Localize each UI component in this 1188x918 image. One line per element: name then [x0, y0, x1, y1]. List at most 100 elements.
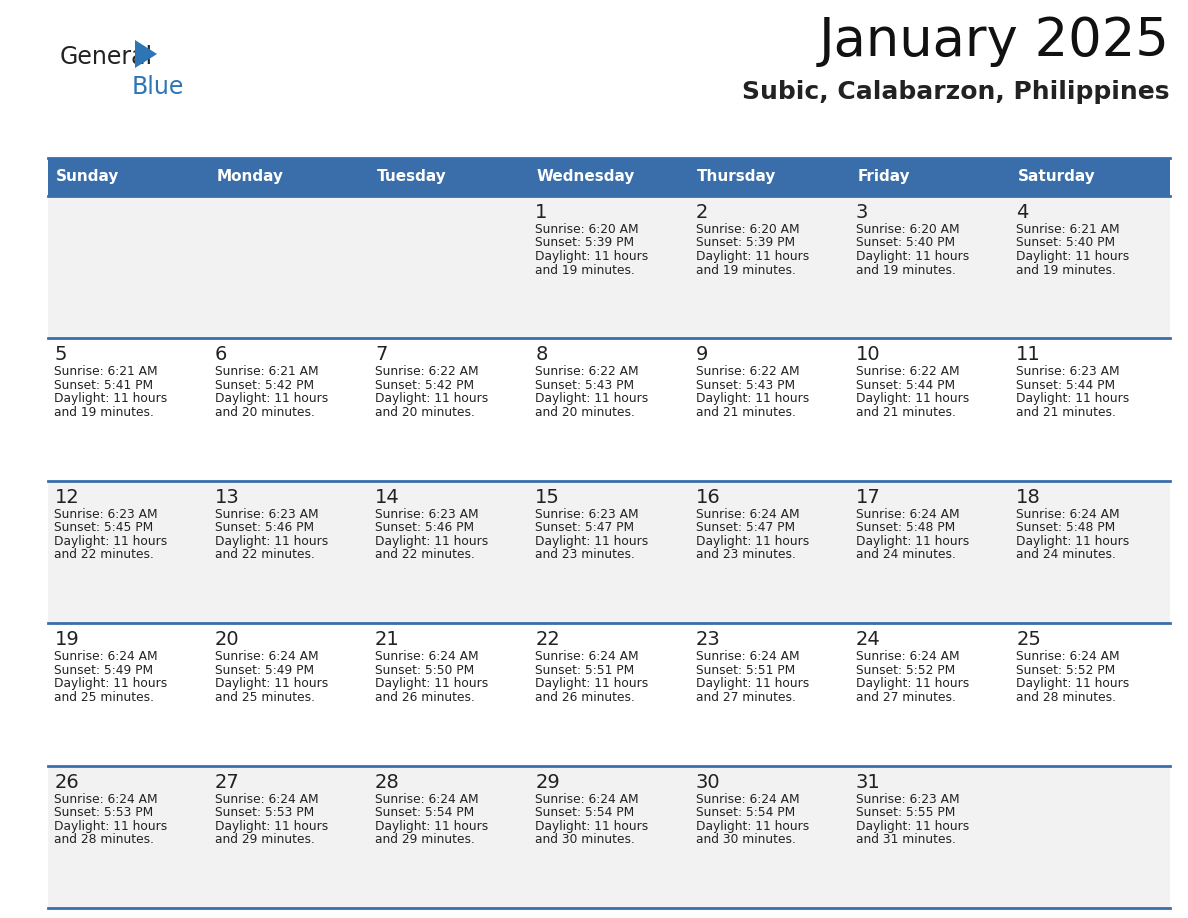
Text: Sunrise: 6:24 AM: Sunrise: 6:24 AM [1016, 508, 1120, 521]
Text: and 21 minutes.: and 21 minutes. [1016, 406, 1116, 419]
Text: and 28 minutes.: and 28 minutes. [1016, 690, 1116, 704]
Text: and 21 minutes.: and 21 minutes. [855, 406, 955, 419]
Text: Sunset: 5:49 PM: Sunset: 5:49 PM [215, 664, 314, 677]
Bar [208, 158, 368, 196]
Text: Sunrise: 6:24 AM: Sunrise: 6:24 AM [695, 508, 800, 521]
Text: 23: 23 [695, 630, 720, 649]
Text: Sunrise: 6:23 AM: Sunrise: 6:23 AM [855, 792, 960, 806]
Text: Daylight: 11 hours: Daylight: 11 hours [375, 535, 488, 548]
Text: Sunset: 5:47 PM: Sunset: 5:47 PM [536, 521, 634, 534]
Text: Sunset: 5:54 PM: Sunset: 5:54 PM [536, 806, 634, 819]
Text: and 19 minutes.: and 19 minutes. [855, 263, 955, 276]
Text: Saturday: Saturday [1018, 170, 1095, 185]
Text: and 25 minutes.: and 25 minutes. [55, 690, 154, 704]
Text: Sunrise: 6:24 AM: Sunrise: 6:24 AM [536, 792, 639, 806]
Text: Sunrise: 6:24 AM: Sunrise: 6:24 AM [375, 650, 479, 663]
Text: Sunrise: 6:22 AM: Sunrise: 6:22 AM [695, 365, 800, 378]
Text: Sunset: 5:48 PM: Sunset: 5:48 PM [855, 521, 955, 534]
Text: and 29 minutes.: and 29 minutes. [215, 834, 315, 846]
Text: Sunset: 5:50 PM: Sunset: 5:50 PM [375, 664, 474, 677]
Text: Daylight: 11 hours: Daylight: 11 hours [855, 535, 969, 548]
Text: Sunrise: 6:21 AM: Sunrise: 6:21 AM [215, 365, 318, 378]
Bar [689, 339, 849, 481]
Text: and 28 minutes.: and 28 minutes. [55, 834, 154, 846]
Text: 18: 18 [1016, 487, 1041, 507]
Text: Sunset: 5:47 PM: Sunset: 5:47 PM [695, 521, 795, 534]
Text: 20: 20 [215, 630, 239, 649]
Text: 11: 11 [1016, 345, 1041, 364]
Text: Sunrise: 6:24 AM: Sunrise: 6:24 AM [55, 650, 158, 663]
Text: Daylight: 11 hours: Daylight: 11 hours [855, 250, 969, 263]
Text: Daylight: 11 hours: Daylight: 11 hours [536, 677, 649, 690]
Bar [689, 623, 849, 766]
Bar [1010, 158, 1170, 196]
Text: and 22 minutes.: and 22 minutes. [215, 548, 315, 561]
Text: Sunrise: 6:24 AM: Sunrise: 6:24 AM [536, 650, 639, 663]
Text: and 27 minutes.: and 27 minutes. [695, 690, 796, 704]
Bar [529, 158, 689, 196]
Bar [48, 481, 208, 623]
Text: and 19 minutes.: and 19 minutes. [1016, 263, 1116, 276]
Text: and 19 minutes.: and 19 minutes. [695, 263, 796, 276]
Text: Sunrise: 6:23 AM: Sunrise: 6:23 AM [1016, 365, 1120, 378]
Text: Subic, Calabarzon, Philippines: Subic, Calabarzon, Philippines [742, 80, 1170, 104]
Text: 3: 3 [855, 203, 868, 222]
Bar [849, 766, 1010, 908]
Bar [849, 623, 1010, 766]
Text: Daylight: 11 hours: Daylight: 11 hours [1016, 392, 1130, 406]
Bar [1010, 623, 1170, 766]
Text: and 25 minutes.: and 25 minutes. [215, 690, 315, 704]
Text: 4: 4 [1016, 203, 1029, 222]
Bar [368, 158, 529, 196]
Text: Sunrise: 6:20 AM: Sunrise: 6:20 AM [536, 223, 639, 236]
Text: and 21 minutes.: and 21 minutes. [695, 406, 796, 419]
Text: 14: 14 [375, 487, 399, 507]
Text: 5: 5 [55, 345, 67, 364]
Text: Sunday: Sunday [56, 170, 119, 185]
Bar [48, 196, 208, 339]
Text: Sunset: 5:42 PM: Sunset: 5:42 PM [215, 379, 314, 392]
Text: and 26 minutes.: and 26 minutes. [536, 690, 636, 704]
Text: 27: 27 [215, 773, 240, 791]
Text: Sunrise: 6:23 AM: Sunrise: 6:23 AM [375, 508, 479, 521]
Text: Daylight: 11 hours: Daylight: 11 hours [536, 535, 649, 548]
Text: Daylight: 11 hours: Daylight: 11 hours [695, 677, 809, 690]
Text: 26: 26 [55, 773, 80, 791]
Text: Sunset: 5:48 PM: Sunset: 5:48 PM [1016, 521, 1116, 534]
Text: Sunrise: 6:20 AM: Sunrise: 6:20 AM [855, 223, 960, 236]
Text: 21: 21 [375, 630, 399, 649]
Bar [48, 766, 208, 908]
Bar [529, 339, 689, 481]
Bar [1010, 766, 1170, 908]
Text: Daylight: 11 hours: Daylight: 11 hours [1016, 535, 1130, 548]
Bar [48, 339, 208, 481]
Text: 19: 19 [55, 630, 80, 649]
Text: Sunrise: 6:23 AM: Sunrise: 6:23 AM [215, 508, 318, 521]
Text: Sunrise: 6:24 AM: Sunrise: 6:24 AM [375, 792, 479, 806]
Text: Wednesday: Wednesday [537, 170, 636, 185]
Text: Sunrise: 6:24 AM: Sunrise: 6:24 AM [855, 508, 960, 521]
Text: Tuesday: Tuesday [377, 170, 447, 185]
Text: Sunset: 5:42 PM: Sunset: 5:42 PM [375, 379, 474, 392]
Text: Thursday: Thursday [697, 170, 777, 185]
Text: and 22 minutes.: and 22 minutes. [55, 548, 154, 561]
Text: Sunrise: 6:24 AM: Sunrise: 6:24 AM [1016, 650, 1120, 663]
Bar [208, 481, 368, 623]
Text: 22: 22 [536, 630, 560, 649]
Text: 1: 1 [536, 203, 548, 222]
Text: Daylight: 11 hours: Daylight: 11 hours [536, 392, 649, 406]
Text: Daylight: 11 hours: Daylight: 11 hours [215, 677, 328, 690]
Text: and 20 minutes.: and 20 minutes. [215, 406, 315, 419]
Text: Sunset: 5:55 PM: Sunset: 5:55 PM [855, 806, 955, 819]
Polygon shape [135, 40, 157, 68]
Text: and 23 minutes.: and 23 minutes. [695, 548, 796, 561]
Bar [48, 158, 208, 196]
Text: Sunrise: 6:24 AM: Sunrise: 6:24 AM [695, 792, 800, 806]
Text: Daylight: 11 hours: Daylight: 11 hours [855, 820, 969, 833]
Text: Daylight: 11 hours: Daylight: 11 hours [55, 392, 168, 406]
Text: Sunrise: 6:24 AM: Sunrise: 6:24 AM [215, 650, 318, 663]
Text: Daylight: 11 hours: Daylight: 11 hours [1016, 677, 1130, 690]
Text: 6: 6 [215, 345, 227, 364]
Text: Sunrise: 6:22 AM: Sunrise: 6:22 AM [536, 365, 639, 378]
Bar [208, 196, 368, 339]
